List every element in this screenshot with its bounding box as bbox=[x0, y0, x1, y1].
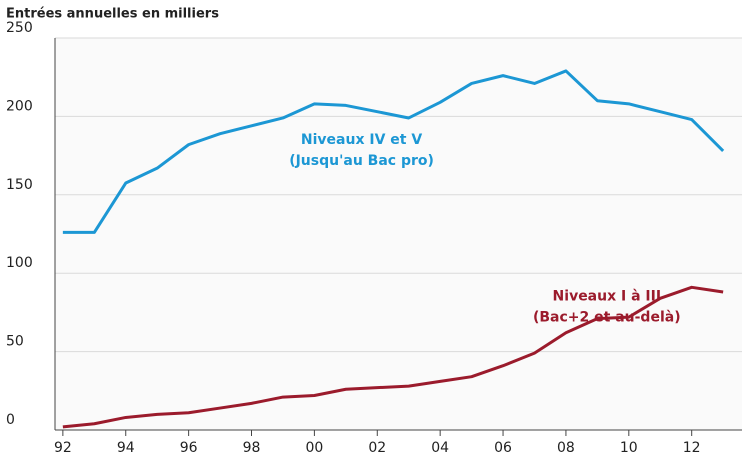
x-tick-label: 12 bbox=[683, 440, 701, 456]
x-tick-label: 98 bbox=[243, 440, 261, 456]
x-tick-label: 94 bbox=[117, 440, 135, 456]
x-tick-label: 96 bbox=[180, 440, 198, 456]
annotation: (Bac+2 et au-delà) bbox=[533, 310, 681, 326]
annotation: Niveaux I à III bbox=[553, 289, 662, 305]
y-tick-label: 200 bbox=[6, 98, 33, 114]
chart-title: Entrées annuelles en milliers bbox=[6, 7, 219, 22]
x-tick-label: 02 bbox=[368, 440, 386, 456]
y-tick-label: 100 bbox=[6, 255, 33, 271]
series-line bbox=[62, 285, 724, 429]
annotation: Niveaux IV et V bbox=[301, 132, 422, 148]
y-tick-label: 0 bbox=[6, 412, 15, 428]
y-tick-label: 250 bbox=[6, 20, 33, 36]
annotation: (Jusqu'au Bac pro) bbox=[289, 153, 434, 169]
y-tick-label: 50 bbox=[6, 334, 24, 350]
x-tick-label: 92 bbox=[54, 440, 72, 456]
x-tick-label: 08 bbox=[557, 440, 575, 456]
x-tick-label: 06 bbox=[494, 440, 512, 456]
series-line bbox=[62, 69, 725, 234]
x-tick-label: 10 bbox=[620, 440, 638, 456]
x-tick-label: 04 bbox=[431, 440, 449, 456]
x-tick-label: 00 bbox=[305, 440, 323, 456]
plot-area bbox=[55, 38, 742, 430]
y-tick-label: 150 bbox=[6, 177, 33, 193]
